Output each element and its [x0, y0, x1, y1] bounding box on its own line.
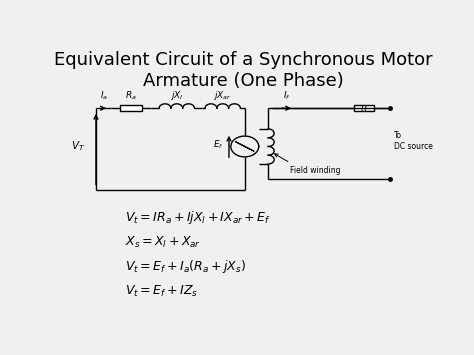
Text: $X_{s} = X_{l} + X_{ar}$: $X_{s} = X_{l} + X_{ar}$ [125, 235, 201, 250]
Text: $E_f$: $E_f$ [213, 139, 223, 151]
Text: $V_{t} = E_{f} + I_{a}(R_{a} + jX_{s})$: $V_{t} = E_{f} + I_{a}(R_{a} + jX_{s})$ [125, 258, 246, 275]
Bar [120, 105, 142, 111]
Text: $V_{t} = I R_{a} + I jX_{l} + I X_{ar} + E_{f}$: $V_{t} = I R_{a} + I jX_{l} + I X_{ar} +… [125, 209, 271, 226]
Text: Field winding: Field winding [290, 165, 341, 175]
Text: To
DC source: To DC source [393, 131, 432, 151]
Text: $jX_{ar}$: $jX_{ar}$ [213, 89, 232, 102]
Text: $jX_l$: $jX_l$ [170, 89, 183, 102]
Text: $R_a$: $R_a$ [125, 90, 137, 102]
Text: $R$: $R$ [360, 103, 368, 114]
Bar [354, 105, 374, 111]
Text: Equivalent Circuit of a Synchronous Motor
Armature (One Phase): Equivalent Circuit of a Synchronous Moto… [54, 51, 432, 89]
Text: $I_f$: $I_f$ [283, 90, 291, 102]
Text: $I_a$: $I_a$ [100, 90, 108, 102]
Text: $V_T$: $V_T$ [71, 140, 85, 153]
Text: $V_{t} = E_{f} + I Z_{s}$: $V_{t} = E_{f} + I Z_{s}$ [125, 284, 198, 299]
